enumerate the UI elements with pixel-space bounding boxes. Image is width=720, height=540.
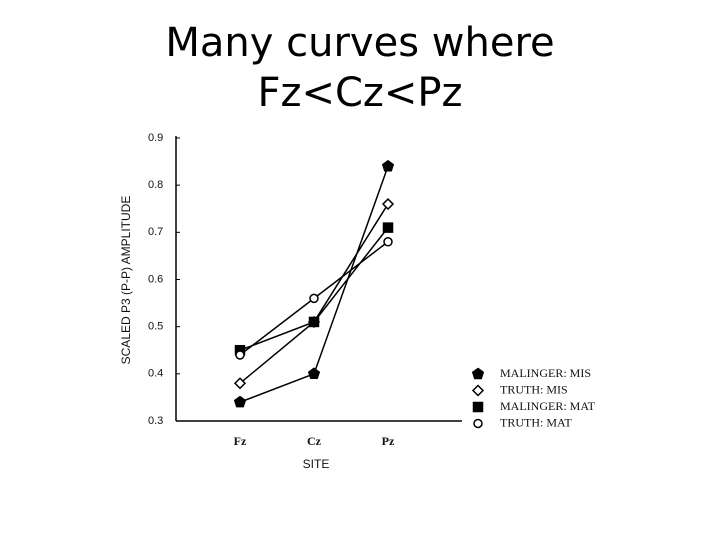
y-tick-label: 0.4: [148, 368, 163, 380]
legend-label: MALINGER: MIS: [500, 366, 591, 380]
legend-label: MALINGER: MAT: [500, 399, 596, 413]
data-point: [233, 395, 247, 408]
y-tick-label: 0.8: [148, 179, 163, 191]
legend-marker: [472, 401, 484, 413]
data-point: [381, 197, 395, 211]
data-point: [381, 159, 395, 172]
x-tick-label: Fz: [234, 434, 247, 448]
legend-marker: [471, 384, 485, 397]
series-line: [239, 166, 389, 403]
x-tick-label: Pz: [382, 434, 395, 448]
data-point: [382, 222, 394, 233]
x-axis-label: SITE: [303, 457, 330, 471]
y-axis-label: SCALED P3 (P-P) AMPLITUDE: [119, 196, 133, 365]
legend-label: TRUTH: MAT: [500, 415, 572, 429]
y-tick-label: 0.7: [148, 226, 163, 238]
slide-title: Fz<Cz<Pz: [257, 70, 462, 116]
data-point: [309, 293, 319, 304]
legend-marker: [471, 367, 485, 380]
data-point: [233, 377, 247, 390]
y-tick-label: 0.5: [148, 321, 163, 333]
y-tick-label: 0.6: [148, 273, 163, 285]
x-tick-label: Cz: [307, 434, 322, 448]
y-tick-label: 0.3: [148, 415, 163, 427]
data-point: [308, 316, 320, 328]
legend-marker: [473, 418, 483, 429]
data-point: [383, 237, 393, 247]
slide-title: Many curves where: [165, 20, 554, 66]
legend-label: TRUTH: MIS: [500, 382, 568, 396]
y-tick-label: 0.9: [148, 132, 163, 144]
series-line: [239, 227, 389, 351]
data-point: [307, 367, 321, 380]
data-point: [235, 350, 245, 360]
